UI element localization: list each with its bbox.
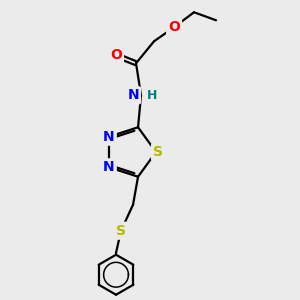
Text: S: S	[116, 224, 126, 238]
Text: N: N	[103, 130, 115, 144]
Text: S: S	[153, 145, 163, 159]
Text: N: N	[128, 88, 139, 102]
Text: O: O	[110, 48, 122, 62]
Text: O: O	[168, 20, 180, 34]
Text: N: N	[103, 160, 115, 174]
Text: H: H	[147, 89, 158, 102]
